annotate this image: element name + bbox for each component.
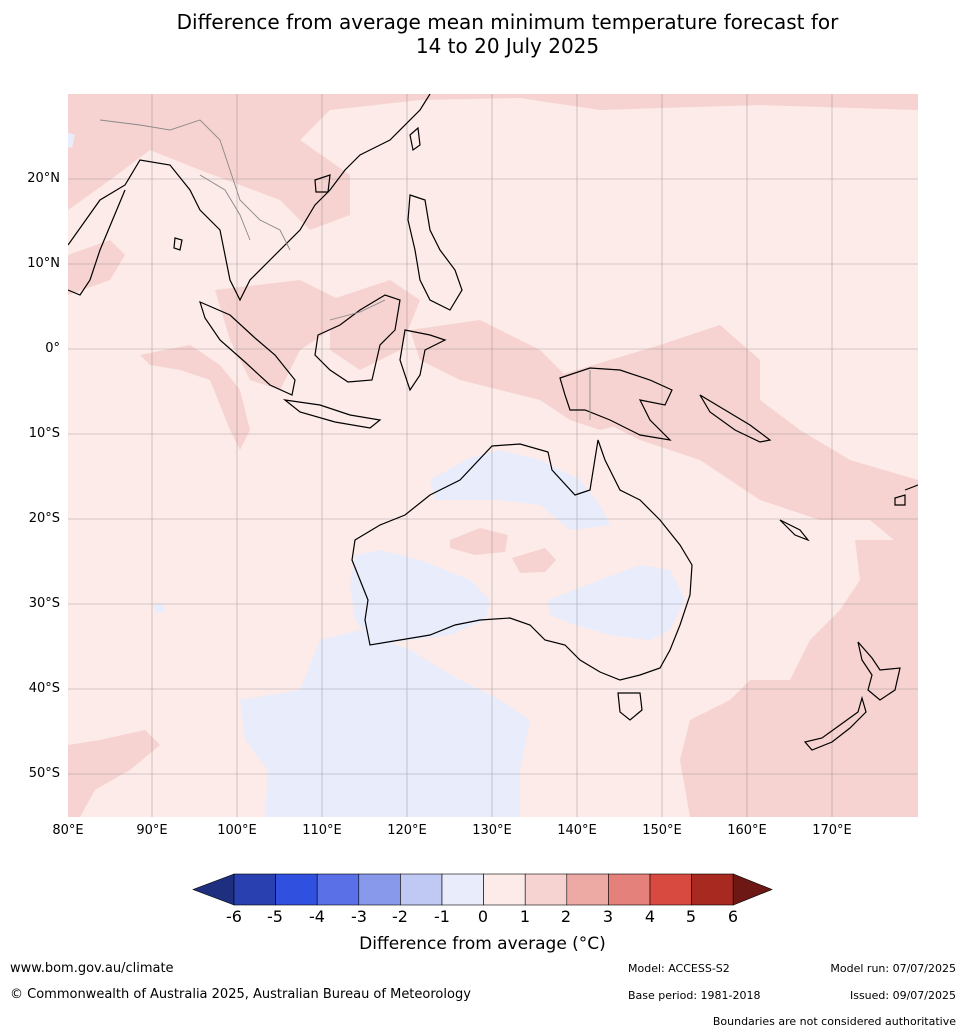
colorbar-label: -3 bbox=[351, 907, 367, 926]
lat-label-10n: 10°N bbox=[27, 256, 60, 271]
colorbar bbox=[192, 873, 773, 906]
india-coast bbox=[68, 189, 126, 296]
lon-label-170e: 170°E bbox=[812, 823, 852, 838]
map-title: Difference from average mean minimum tem… bbox=[0, 10, 965, 58]
colorbar-label: 5 bbox=[685, 907, 697, 926]
sumatra-coast bbox=[199, 300, 296, 396]
colorbar-swatch bbox=[316, 873, 360, 906]
solomon-islands-coast bbox=[699, 394, 772, 443]
lon-label-90e: 90°E bbox=[136, 823, 168, 838]
colorbar-swatch bbox=[233, 873, 276, 906]
taiwan-coast bbox=[409, 126, 421, 152]
colorbar-swatch bbox=[400, 873, 443, 906]
fiji-coast bbox=[894, 484, 918, 506]
new-guinea-coast bbox=[559, 367, 673, 441]
colorbar-label: 6 bbox=[727, 907, 739, 926]
issued-date: Issued: 09/07/2025 bbox=[849, 989, 956, 1002]
sulawesi-coast bbox=[399, 329, 447, 392]
colorbar-swatch bbox=[649, 873, 692, 906]
new-zealand-north bbox=[857, 641, 901, 701]
map-plot-area bbox=[68, 94, 918, 817]
colorbar-label: 1 bbox=[519, 907, 531, 926]
colorbar-label: 3 bbox=[602, 907, 614, 926]
colorbar-title: Difference from average (°C) bbox=[359, 934, 606, 954]
colorbar-label: 4 bbox=[644, 907, 656, 926]
lon-label-120e: 120°E bbox=[387, 823, 427, 838]
lon-label-110e: 110°E bbox=[302, 823, 342, 838]
lon-label-150e: 150°E bbox=[642, 823, 682, 838]
colorbar-label: 0 bbox=[477, 907, 489, 926]
lon-label-160e: 160°E bbox=[727, 823, 767, 838]
copyright-text: © Commonwealth of Australia 2025, Austra… bbox=[10, 987, 471, 1002]
colorbar-swatch bbox=[691, 873, 734, 906]
colorbar-label: 2 bbox=[560, 907, 572, 926]
lon-label-100e: 100°E bbox=[217, 823, 257, 838]
colorbar-swatch bbox=[524, 873, 568, 906]
new-caledonia-coast bbox=[779, 519, 810, 542]
colorbar-arrow-high bbox=[732, 873, 773, 906]
lat-label-20s: 20°S bbox=[28, 511, 60, 526]
colorbar-swatch bbox=[483, 873, 526, 906]
colorbar-swatch bbox=[441, 873, 484, 906]
sri-lanka-coast bbox=[173, 237, 183, 251]
asia-coast bbox=[68, 94, 431, 302]
java-coast bbox=[282, 399, 382, 429]
lon-label-140e: 140°E bbox=[557, 823, 597, 838]
lat-label-equator: 0° bbox=[45, 341, 60, 356]
lat-label-20n: 20°N bbox=[27, 171, 60, 186]
colorbar-arrow-low bbox=[192, 873, 235, 906]
model-name: Model: ACCESS-S2 bbox=[628, 962, 730, 975]
new-zealand-south bbox=[803, 695, 867, 751]
lat-label-30s: 30°S bbox=[28, 596, 60, 611]
model-run-date: Model run: 07/07/2025 bbox=[830, 962, 956, 975]
colorbar-swatch bbox=[608, 873, 651, 906]
colorbar-label: -1 bbox=[434, 907, 450, 926]
colorbar-label: -5 bbox=[267, 907, 283, 926]
colorbar-label: -6 bbox=[226, 907, 242, 926]
colorbar-label: -4 bbox=[309, 907, 325, 926]
lat-label-10s: 10°S bbox=[28, 426, 60, 441]
lon-label-130e: 130°E bbox=[472, 823, 512, 838]
lat-label-40s: 40°S bbox=[28, 681, 60, 696]
country-borders bbox=[99, 119, 591, 420]
boundaries-disclaimer: Boundaries are not considered authoritat… bbox=[712, 1015, 956, 1028]
hainan-coast bbox=[314, 174, 331, 193]
lat-label-50s: 50°S bbox=[28, 766, 60, 781]
australia-coast bbox=[351, 439, 693, 681]
tasmania-coast bbox=[617, 692, 643, 721]
title-line-1: Difference from average mean minimum tem… bbox=[176, 10, 839, 34]
title-line-2: 14 to 20 July 2025 bbox=[415, 34, 600, 58]
map-grid bbox=[68, 94, 918, 817]
base-period: Base period: 1981-2018 bbox=[628, 989, 761, 1002]
lon-label-80e: 80°E bbox=[52, 823, 84, 838]
colorbar-label: -2 bbox=[392, 907, 408, 926]
colorbar-swatch bbox=[358, 873, 401, 906]
colorbar-swatch bbox=[566, 873, 609, 906]
philippines-coast bbox=[407, 194, 463, 311]
website-link[interactable]: www.bom.gov.au/climate bbox=[10, 961, 174, 976]
colorbar-swatch bbox=[275, 873, 318, 906]
negative-anomaly-regions bbox=[68, 132, 685, 817]
